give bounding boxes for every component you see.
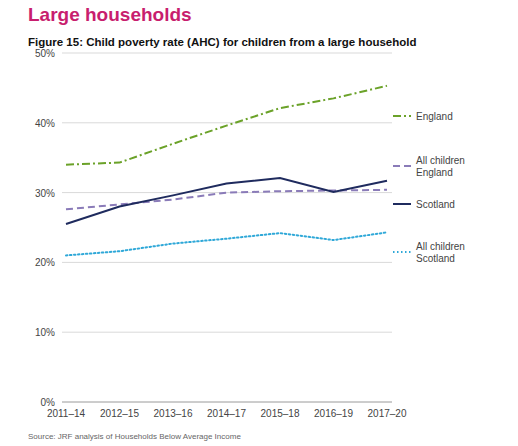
x-tick-label: 2014–17 (207, 408, 246, 419)
legend-swatch (393, 115, 411, 117)
legend-label-line: All children (416, 241, 468, 252)
legend-label: Scotland (416, 199, 455, 210)
legend-label: All children Scotland (416, 241, 468, 264)
y-tick-label: 10% (35, 327, 55, 338)
y-tick-label: 40% (35, 118, 55, 129)
grid-line (62, 53, 392, 54)
x-tick-label: 2013–16 (154, 408, 193, 419)
grid-line (62, 332, 392, 333)
series-line (66, 190, 387, 210)
lines (66, 86, 387, 256)
legend-swatch (393, 203, 411, 205)
x-tick-label: 2016–19 (314, 408, 353, 419)
grid-line (62, 402, 392, 403)
grid-line (62, 122, 392, 123)
legend-label-line: England (416, 111, 453, 122)
x-tick-label: 2011–14 (47, 408, 86, 419)
legend-label-line: England (416, 167, 453, 178)
y-tick-label: 0% (41, 397, 56, 408)
legend-label-line: Scotland (416, 253, 455, 264)
grid-line (62, 192, 392, 193)
source: Source: JRF analysis of Households Below… (28, 432, 241, 441)
x-tick-label: 2015–18 (261, 408, 300, 419)
x-tick-label: 2017–20 (368, 408, 407, 419)
y-tick-label: 50% (35, 48, 55, 59)
chart: Large households Figure 15: Child poverty… (0, 0, 518, 446)
y-tick-label: 30% (35, 188, 55, 199)
legend-label: England (416, 111, 453, 122)
subtitle: Figure 15: Child poverty rate (AHC) for … (28, 36, 417, 48)
legend-label: All children England (416, 155, 468, 178)
legend-label-line: All children (416, 155, 468, 166)
legend-swatch (393, 251, 411, 253)
series-line (66, 178, 387, 224)
y-tick-label: 20% (35, 257, 55, 268)
grid-line (62, 262, 392, 263)
x-tick-label: 2012–15 (100, 408, 139, 419)
title: Large households (28, 4, 192, 25)
series-line (66, 86, 387, 165)
legend-label-line: Scotland (416, 199, 455, 210)
legend-swatch (393, 165, 411, 167)
series-line (66, 232, 387, 255)
